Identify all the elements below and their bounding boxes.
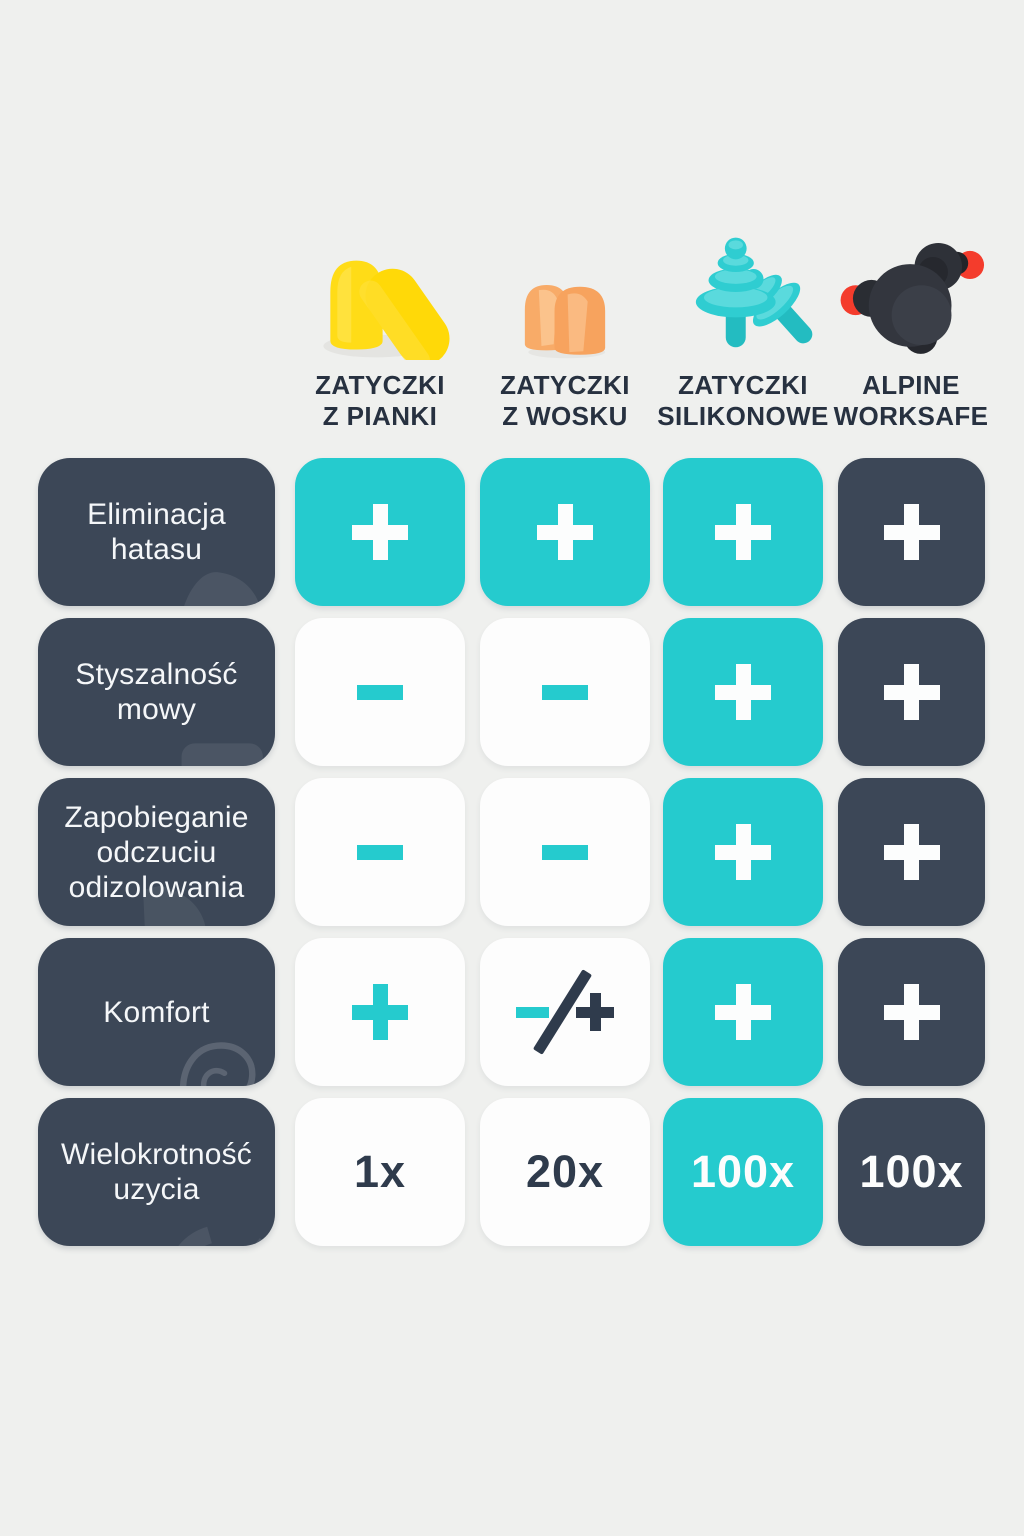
value-cell	[295, 778, 465, 926]
column-header-wax: ZATYCZKI Z WOSKU	[453, 208, 677, 432]
table-row: Zapobieganie odczuciu odizolowania	[0, 778, 1024, 926]
row-label-cell: Eliminacja hatasu	[38, 458, 275, 606]
value-cell	[295, 938, 465, 1086]
table-row: Wielokrotność uzycia 1x 20x 100x 100x	[0, 1098, 1024, 1246]
foam-earplugs-icon	[305, 238, 455, 360]
column-label-line2: WORKSAFE	[833, 401, 989, 431]
table-row: Komfort	[0, 938, 1024, 1086]
value-cell	[480, 458, 650, 606]
value-cell	[838, 618, 985, 766]
value-cell	[480, 778, 650, 926]
cell-value: 20x	[525, 1146, 605, 1197]
column-label: ZATYCZKI Z WOSKU	[500, 370, 630, 432]
column-label: ZATYCZKI Z PIANKI	[315, 370, 445, 432]
table-row: Styszalność mowy	[0, 618, 1024, 766]
row-label: Styszalność mowy	[75, 658, 238, 726]
minus-icon	[516, 1006, 549, 1018]
minus-icon	[357, 684, 403, 700]
plus-icon	[537, 504, 593, 560]
value-cell	[480, 938, 650, 1086]
plus-icon	[576, 993, 614, 1031]
column-label-line1: ZATYCZKI	[678, 370, 808, 400]
column-header-silicone: ZATYCZKI SILIKONOWE	[631, 208, 855, 432]
column-label-line1: ZATYCZKI	[500, 370, 630, 400]
column-label-line2: Z PIANKI	[322, 401, 438, 431]
wax-earplugs-icon	[506, 264, 624, 360]
row-label-cell: Styszalność mowy	[38, 618, 275, 766]
row-label-cell: Komfort	[38, 938, 275, 1086]
value-cell	[838, 458, 985, 606]
row-label-cell: Zapobieganie odczuciu odizolowania	[38, 778, 275, 926]
row-label: Komfort	[103, 995, 210, 1029]
value-cell	[663, 778, 823, 926]
value-cell	[838, 938, 985, 1086]
row-label: Wielokrotność uzycia	[61, 1138, 252, 1206]
row-label-cell: Wielokrotność uzycia	[38, 1098, 275, 1246]
value-cell	[480, 618, 650, 766]
cell-value: 100x	[859, 1146, 964, 1197]
cell-value: 100x	[690, 1146, 796, 1197]
plus-icon	[883, 984, 940, 1040]
value-cell: 1x	[295, 1098, 465, 1246]
column-label-line1: ZATYCZKI	[315, 370, 445, 400]
alpine-worksafe-icon	[835, 228, 987, 360]
table-row: Eliminacja hatasu	[0, 458, 1024, 606]
value-cell	[295, 458, 465, 606]
plus-icon	[715, 824, 771, 880]
minus-slash-plus-icon	[516, 965, 614, 1059]
value-cell: 100x	[663, 1098, 823, 1246]
plus-icon	[883, 824, 940, 880]
cell-value: 1x	[353, 1146, 407, 1197]
row-label: Zapobieganie odczuciu odizolowania	[64, 800, 249, 904]
row-label: Eliminacja hatasu	[87, 498, 226, 566]
minus-icon	[542, 844, 588, 860]
column-label-line2: SILIKONOWE	[657, 401, 829, 431]
plus-icon	[352, 984, 408, 1040]
column-label: ZATYCZKI SILIKONOWE	[657, 370, 829, 432]
plus-icon	[715, 984, 771, 1040]
minus-icon	[542, 684, 588, 700]
column-label-line1: ALPINE	[862, 370, 960, 400]
column-header-alpine: ALPINE WORKSAFE	[799, 208, 1023, 432]
value-cell: 20x	[480, 1098, 650, 1246]
silicone-earplugs-icon	[673, 224, 813, 360]
plus-icon	[883, 664, 940, 720]
plus-icon	[883, 504, 940, 560]
value-cell: 100x	[838, 1098, 985, 1246]
plus-icon	[715, 504, 771, 560]
value-cell	[663, 938, 823, 1086]
plus-icon	[715, 664, 771, 720]
value-cell	[663, 458, 823, 606]
value-cell	[295, 618, 465, 766]
value-cell	[838, 778, 985, 926]
column-label-line2: Z WOSKU	[502, 401, 628, 431]
minus-icon	[357, 844, 403, 860]
value-cell	[663, 618, 823, 766]
plus-icon	[352, 504, 408, 560]
column-label: ALPINE WORKSAFE	[834, 370, 989, 432]
column-header-foam: ZATYCZKI Z PIANKI	[268, 208, 492, 432]
